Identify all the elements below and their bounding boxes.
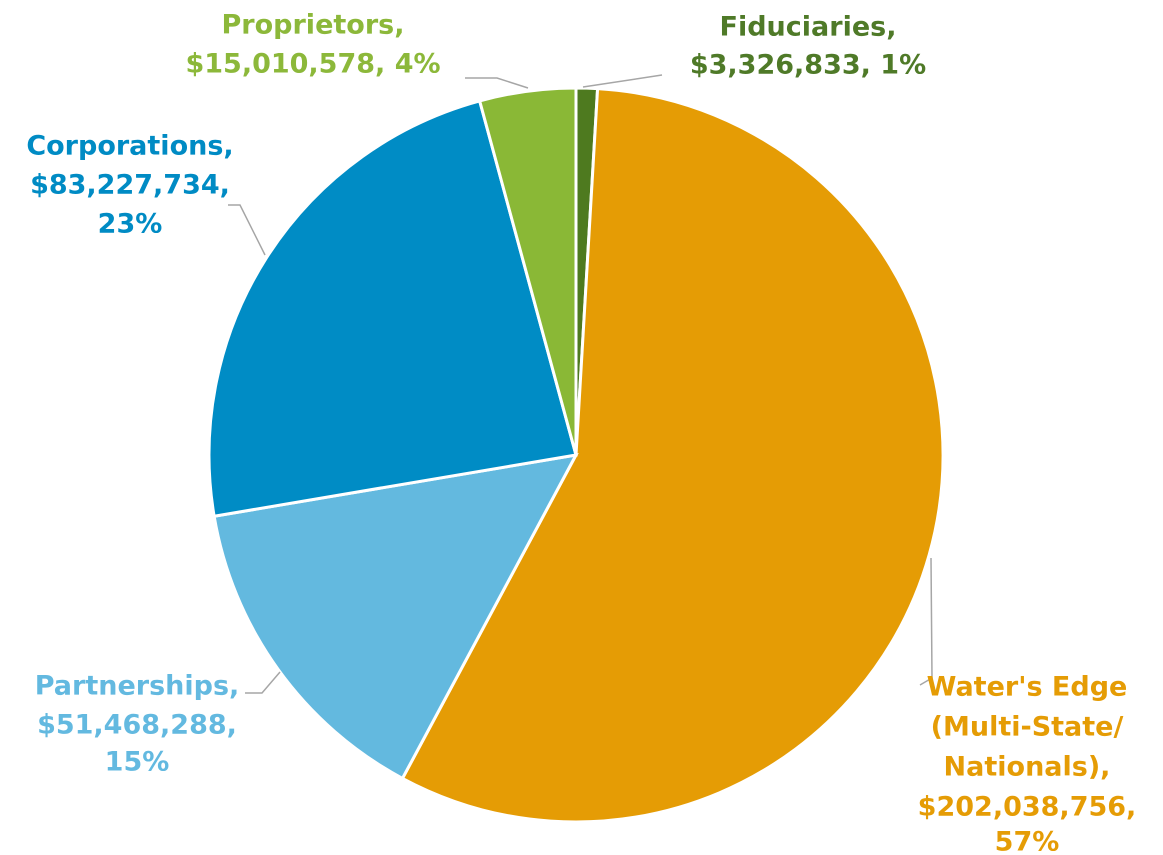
data-label: (Multi-State/: [931, 712, 1124, 743]
data-label: $202,038,756,: [918, 792, 1137, 823]
leader-line: [919, 557, 933, 686]
pie-slice: [212, 453, 579, 781]
data-label: Proprietors,: [222, 10, 405, 41]
leader-line: [245, 671, 281, 694]
data-label: Corporations,: [26, 131, 233, 162]
pie-slice: [477, 86, 578, 456]
data-label: $83,227,734,: [30, 170, 230, 201]
labels: Fiduciaries, $3,326,833, 1% Water's Edge (M…: [26, 10, 1136, 855]
data-label: 15%: [105, 747, 170, 778]
data-label: $15,010,578, 4%: [185, 49, 440, 80]
data-label: Nationals),: [944, 752, 1111, 783]
data-label: 57%: [995, 827, 1060, 855]
slices: [207, 86, 945, 824]
pie-slice: [207, 99, 578, 518]
data-label: $3,326,833, 1%: [690, 50, 926, 81]
data-label: Partnerships,: [35, 671, 240, 702]
data-label: Water's Edge: [927, 672, 1128, 703]
leader-line: [582, 74, 663, 88]
data-label: 23%: [98, 209, 163, 240]
leader-line: [465, 77, 529, 89]
data-label: Fiduciaries,: [720, 12, 897, 43]
leaders: [228, 74, 933, 694]
data-label: $51,468,288,: [37, 710, 237, 741]
leader-line: [228, 204, 266, 256]
pie-slice: [400, 87, 945, 824]
